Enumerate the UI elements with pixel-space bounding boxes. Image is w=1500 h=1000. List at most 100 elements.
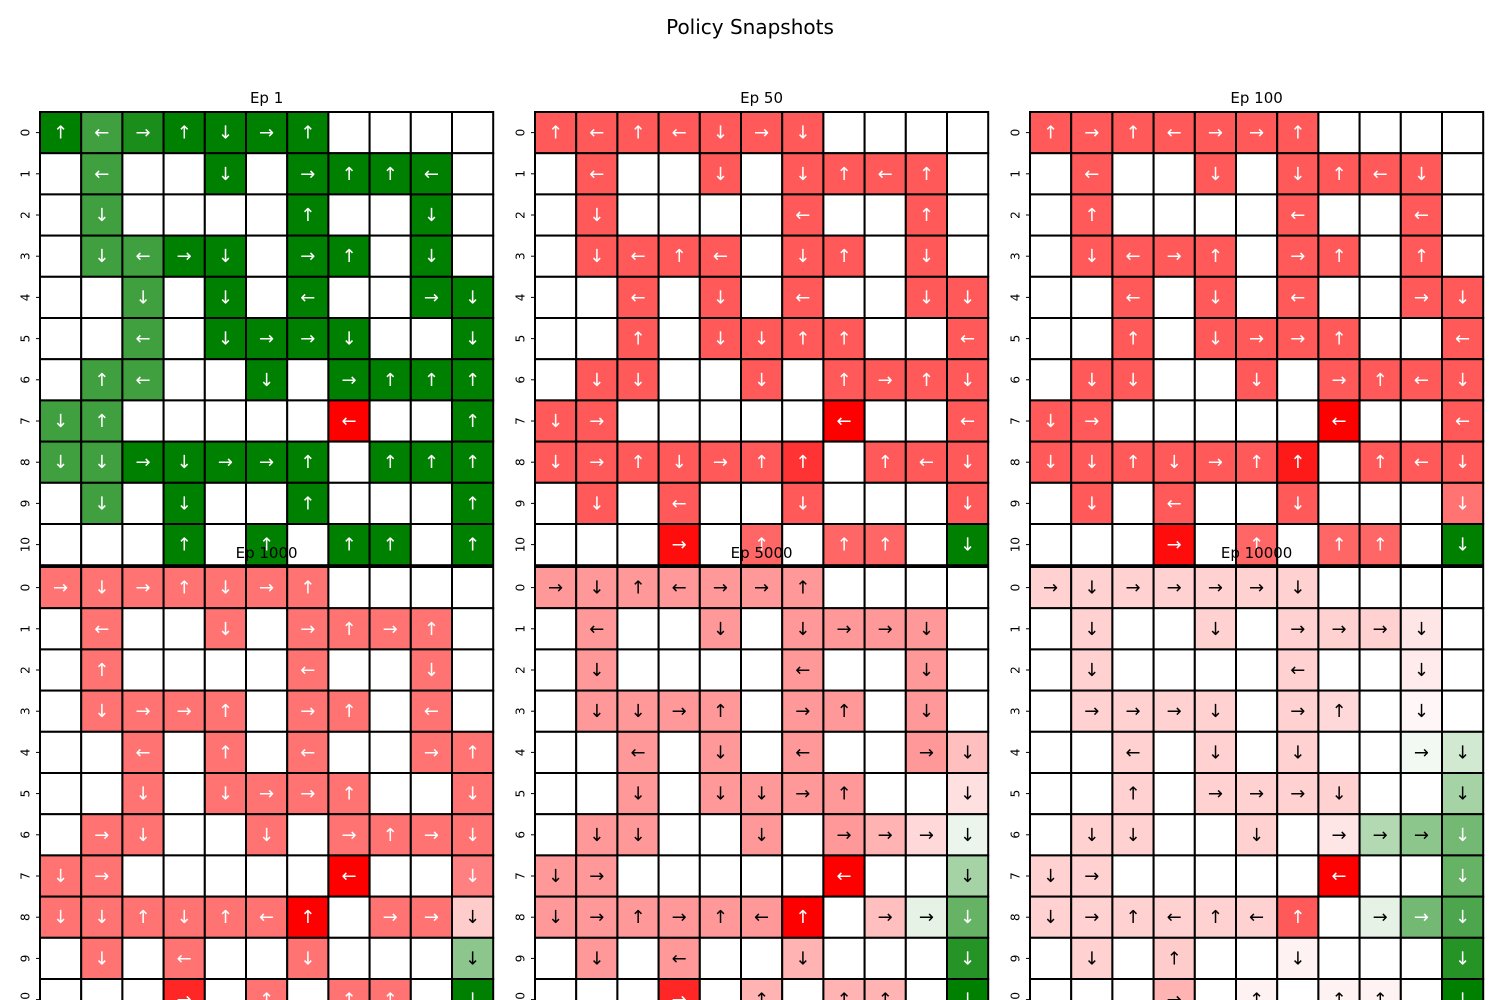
grid-cell (1235, 152, 1279, 196)
grid-cell (575, 523, 619, 567)
y-tick-label: 3 (19, 252, 33, 260)
grid-cell (863, 772, 907, 816)
grid-cell (1235, 317, 1279, 361)
grid-cell (409, 813, 453, 857)
policy-arrow: ↑ (713, 907, 728, 928)
policy-arrow: → (1373, 907, 1388, 928)
policy-arrow: ↑ (1125, 123, 1140, 144)
policy-arrow: ← (1290, 660, 1305, 681)
policy-arrow: → (1208, 452, 1223, 473)
y-tick-label: 5 (514, 790, 528, 798)
policy-arrow: ↓ (1043, 907, 1058, 928)
policy-arrow: ↑ (300, 907, 315, 928)
y-tick-label: 3 (514, 252, 528, 260)
grid-cell (80, 193, 124, 237)
grid-cell (1070, 854, 1114, 898)
policy-arrow: ↓ (795, 246, 810, 267)
grid-cell (327, 566, 371, 610)
policy-arrow: ↓ (919, 246, 934, 267)
grid-cell (698, 566, 742, 610)
grid-cell (946, 317, 990, 361)
grid-cell (245, 152, 289, 196)
grid-cell (1235, 854, 1279, 898)
policy-arrow: ↓ (1455, 452, 1470, 473)
grid-cell (1358, 111, 1402, 155)
policy-arrow: ↓ (94, 948, 109, 969)
policy-arrow: ↑ (383, 370, 398, 391)
grid-cell (1441, 648, 1485, 692)
grid-cell (1029, 481, 1073, 525)
y-tick-label: 1 (1009, 170, 1023, 178)
policy-arrow: → (300, 619, 315, 640)
policy-arrow: ← (94, 164, 109, 185)
grid-cell (162, 358, 206, 402)
grid-cell (1235, 607, 1279, 651)
grid-cell (1029, 936, 1073, 980)
policy-arrow: ← (630, 742, 645, 763)
grid-cell (451, 895, 495, 939)
grid-cell (1235, 399, 1279, 443)
grid-cell (1193, 689, 1238, 733)
grid-cell (698, 399, 742, 443)
policy-arrow: → (1084, 411, 1099, 432)
panel-title: Ep 5000 (731, 544, 793, 562)
grid-cell (162, 936, 206, 980)
policy-arrow: → (1167, 246, 1182, 267)
policy-arrow: → (672, 990, 687, 1000)
policy-arrow: ↑ (1125, 329, 1140, 350)
policy-arrow: → (1249, 784, 1264, 805)
policy-arrow: ↓ (94, 578, 109, 599)
grid-cell (822, 399, 866, 443)
policy-arrow: ↓ (754, 825, 769, 846)
y-tick-label: 1 (1009, 625, 1023, 633)
grid-cell (740, 234, 784, 278)
grid-cell (1029, 317, 1073, 361)
y-tick-label: 6 (1009, 831, 1023, 839)
grid-cell (781, 936, 825, 980)
grid-cell (1029, 813, 1073, 857)
grid-cell (80, 772, 124, 816)
policy-arrow: ↓ (630, 825, 645, 846)
policy-arrow: → (218, 452, 233, 473)
policy-arrow: ↓ (1455, 990, 1470, 1000)
grid-cell (1111, 854, 1155, 898)
panel-title: Ep 1000 (236, 544, 298, 562)
grid-cell (203, 399, 248, 443)
y-tick-label: 0 (1009, 584, 1023, 592)
grid-cell (1399, 730, 1444, 774)
y-tick-label: 10 (514, 992, 528, 1000)
grid-cell (368, 152, 412, 196)
grid-cell (698, 358, 742, 402)
policy-arrow: ↓ (1084, 493, 1099, 514)
grid-cell (121, 523, 165, 567)
grid-cell (1029, 358, 1073, 402)
grid-cell (1193, 481, 1238, 525)
grid-cell (1276, 730, 1320, 774)
policy-arrow: ↓ (1084, 948, 1099, 969)
grid-cell (534, 772, 578, 816)
grid-cell (1441, 481, 1485, 525)
policy-arrow: ↓ (960, 907, 975, 928)
grid-cell (121, 399, 165, 443)
policy-arrow: ↓ (135, 784, 150, 805)
grid-cell (575, 648, 619, 692)
policy-arrow: ↑ (836, 535, 851, 556)
policy-arrow: ↓ (1290, 742, 1305, 763)
grid-cell (575, 193, 619, 237)
grid-cell (1152, 689, 1196, 733)
grid-cell (822, 481, 866, 525)
policy-arrow: ↑ (465, 370, 480, 391)
policy-panel: Ep 10000 → ↓ → → → → ↓ ↓ ↓ → → → ↓ ↓ ← ↓ → → → ↓ → ↑ ↓ ← ↓ ↓ → ↓ ↑ → → →… (1009, 544, 1485, 1000)
policy-arrow: ↑ (300, 123, 315, 144)
policy-arrow: → (300, 701, 315, 722)
policy-arrow: → (1414, 825, 1429, 846)
policy-arrow: → (836, 619, 851, 640)
grid-cell (781, 772, 825, 816)
policy-arrow: ↓ (589, 948, 604, 969)
policy-arrow: ↓ (589, 246, 604, 267)
grid-cell (698, 648, 742, 692)
grid-cell (1152, 566, 1196, 610)
policy-arrow: ↑ (1249, 535, 1264, 556)
grid-cell (1358, 772, 1402, 816)
grid-cell (740, 772, 784, 816)
